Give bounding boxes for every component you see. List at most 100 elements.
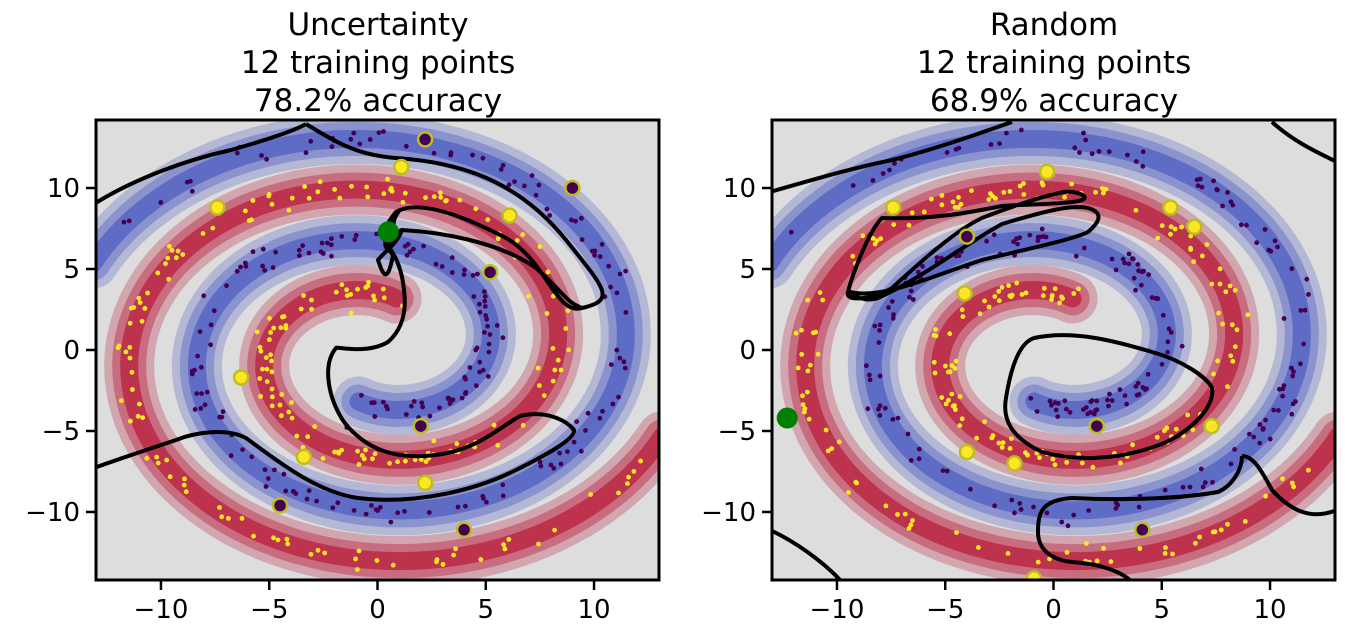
sample-point (846, 490, 851, 495)
sample-point (1050, 456, 1056, 462)
sample-point (123, 349, 129, 355)
sample-point (268, 352, 273, 358)
sample-point (954, 530, 959, 535)
sample-point (1049, 293, 1055, 298)
sample-point (279, 413, 284, 419)
sample-point (1267, 436, 1273, 442)
sample-point (1304, 276, 1310, 282)
sample-point (423, 459, 429, 464)
sample-point (322, 550, 328, 556)
x-tick-label: 0 (1045, 595, 1062, 625)
sample-point (1277, 386, 1282, 392)
sample-point (284, 536, 290, 542)
sample-point (239, 516, 245, 521)
sample-point (860, 233, 866, 239)
sample-point (137, 401, 142, 407)
sample-point (891, 222, 897, 227)
sample-point (1263, 417, 1268, 423)
sample-point (1122, 393, 1128, 398)
sample-point (1089, 151, 1095, 157)
decision-boundary-curve (1270, 120, 1335, 164)
sample-point (1035, 238, 1041, 244)
sample-point (182, 476, 187, 482)
sample-point (457, 197, 463, 203)
training-point (1088, 417, 1106, 435)
sample-point (431, 150, 437, 156)
sample-point (365, 194, 371, 200)
sample-point (1047, 556, 1052, 562)
sample-point (482, 298, 488, 304)
sample-point (195, 353, 200, 359)
sample-point (574, 419, 580, 424)
sample-point (315, 189, 321, 195)
sample-point (501, 542, 506, 547)
sample-point (1118, 460, 1123, 466)
sample-point (1230, 358, 1236, 364)
panel-random-x-ticks: −10 −5 0 5 10 (810, 580, 1287, 625)
sample-point (1298, 361, 1303, 367)
sample-point (378, 504, 383, 510)
sample-point (1216, 310, 1221, 316)
sample-point (1215, 358, 1220, 364)
sample-point (592, 248, 598, 254)
sample-point (1154, 434, 1160, 440)
sample-point (262, 268, 268, 273)
sample-point (944, 468, 950, 474)
sample-point (385, 406, 390, 412)
sample-point (1077, 150, 1082, 155)
sample-point (1039, 226, 1045, 232)
sample-point (1059, 294, 1064, 300)
sample-point (1217, 266, 1223, 272)
sample-point (1195, 183, 1201, 189)
sample-point (277, 402, 283, 408)
sample-point (348, 136, 354, 142)
sample-point (891, 312, 896, 317)
sample-point (1107, 391, 1112, 397)
sample-point (817, 290, 823, 295)
sample-point (329, 236, 334, 241)
sample-point (1081, 130, 1086, 136)
sample-point (1200, 253, 1205, 259)
sample-point (1140, 149, 1146, 155)
sample-point (477, 359, 483, 365)
sample-point (371, 293, 376, 299)
sample-point (198, 364, 204, 370)
sample-point (1071, 291, 1077, 296)
sample-point (788, 229, 794, 235)
training-point (958, 443, 976, 461)
panel-uncertainty-training-points (209, 131, 581, 539)
sample-point (537, 383, 542, 388)
sample-point (555, 357, 561, 363)
sample-point (933, 327, 938, 332)
sample-point (1225, 190, 1230, 195)
panel-uncertainty: Uncertainty 12 training points 78.2% acc… (25, 7, 661, 625)
sample-point (1306, 292, 1311, 297)
sample-point (370, 456, 375, 462)
sample-point (289, 195, 295, 201)
sample-point (269, 386, 275, 392)
sample-point (986, 304, 992, 310)
sample-point (1086, 508, 1092, 513)
sample-point (1133, 384, 1139, 389)
sample-point (1289, 266, 1295, 272)
sample-point (315, 547, 321, 553)
sample-point (1166, 326, 1172, 332)
sample-point (1044, 510, 1050, 516)
sample-point (136, 295, 142, 301)
sample-point (449, 397, 454, 403)
sample-point (883, 503, 889, 509)
y-tick-label: −5 (42, 417, 80, 447)
sample-point (1228, 353, 1234, 359)
sample-point (165, 255, 171, 261)
sample-point (381, 129, 386, 134)
sample-point (538, 463, 544, 469)
y-tick-label: 0 (739, 336, 756, 366)
training-point (412, 417, 430, 435)
sample-point (142, 306, 148, 311)
sample-point (249, 454, 255, 460)
sample-point (480, 367, 486, 373)
sample-point (344, 287, 349, 293)
sample-point (870, 236, 876, 241)
sample-point (128, 305, 134, 311)
sample-point (1041, 285, 1047, 291)
